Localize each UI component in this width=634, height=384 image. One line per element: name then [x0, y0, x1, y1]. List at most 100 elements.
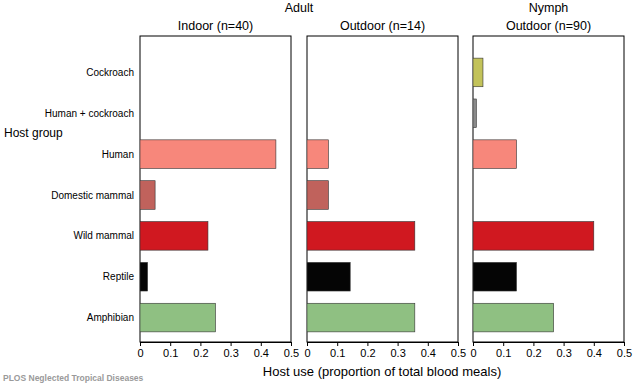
- panel-title: Outdoor (n=14): [340, 19, 425, 33]
- panel-frame: [307, 36, 458, 342]
- bar: [473, 222, 594, 251]
- stage-title: Nymph: [529, 1, 569, 15]
- bar: [473, 181, 474, 210]
- tick: 0.5: [451, 342, 466, 359]
- bar: [307, 181, 328, 210]
- y-axis: Cockroach Human + cockroach Human Domestic …: [45, 67, 135, 323]
- tick-label: 0.1: [496, 347, 511, 359]
- tick-label: 0: [137, 347, 143, 359]
- bar: [473, 140, 516, 169]
- tick: 0.2: [360, 342, 375, 359]
- x-axis: 0 0.1 0.2 0.3 0.4 0.5: [470, 342, 632, 359]
- category-label: Wild mammal: [73, 230, 134, 241]
- bar: [307, 262, 350, 291]
- bars: [307, 140, 415, 332]
- tick-label: 0.3: [556, 347, 571, 359]
- bar: [140, 222, 208, 251]
- tick: 0.3: [390, 342, 405, 359]
- category-label: Cockroach: [86, 67, 134, 78]
- bar: [140, 58, 141, 87]
- tick-label: 0.4: [587, 347, 602, 359]
- tick-label: 0: [470, 347, 476, 359]
- tick: 0: [137, 342, 143, 359]
- x-axis: 0 0.1 0.2 0.3 0.4 0.5: [137, 342, 299, 359]
- tick: 0: [470, 342, 476, 359]
- y-axis-title: Host group: [4, 126, 63, 140]
- bar: [140, 303, 216, 332]
- axis-line: [308, 343, 459, 347]
- tick-label: 0.2: [360, 347, 375, 359]
- tick-mark: [458, 342, 459, 346]
- tick: 0.1: [496, 342, 511, 359]
- tick-label: 0.3: [390, 347, 405, 359]
- tick-mark: [564, 342, 565, 346]
- tick-mark: [261, 342, 262, 346]
- bar: [307, 58, 308, 87]
- chart: 00.10.20.30.40.5Indoor (n=40)00.10.20.30…: [0, 0, 634, 384]
- bar: [307, 222, 415, 251]
- category-label: Human + cockroach: [45, 108, 134, 119]
- panel: [140, 36, 291, 342]
- panel-frame: [473, 36, 624, 342]
- bar: [140, 99, 141, 128]
- x-axis-title: Host use (proportion of total blood meal…: [263, 364, 501, 379]
- panel: [307, 36, 458, 342]
- bar: [473, 262, 516, 291]
- bar: [140, 262, 148, 291]
- tick-mark: [367, 342, 368, 346]
- tick: 0.3: [556, 342, 571, 359]
- panel: [473, 36, 624, 342]
- stage-title: Adult: [285, 1, 314, 15]
- category-label: Amphibian: [87, 312, 134, 323]
- tick-mark: [624, 342, 625, 346]
- tick: 0.4: [421, 342, 436, 359]
- tick: 0.5: [617, 342, 632, 359]
- axis-line: [141, 343, 292, 347]
- bar: [140, 181, 155, 210]
- tick-mark: [428, 342, 429, 346]
- tick-label: 0.1: [330, 347, 345, 359]
- tick: 0.5: [284, 342, 299, 359]
- bar: [473, 58, 483, 87]
- tick-mark: [307, 342, 308, 346]
- axis-line: [474, 343, 625, 347]
- tick: 0.4: [587, 342, 602, 359]
- bar: [473, 99, 476, 128]
- panel-title: Indoor (n=40): [178, 19, 253, 33]
- tick-label: 0.2: [526, 347, 541, 359]
- bar: [307, 140, 328, 169]
- tick-mark: [503, 342, 504, 346]
- tick-label: 0.3: [223, 347, 238, 359]
- tick-label: 0: [304, 347, 310, 359]
- tick: 0.1: [163, 342, 178, 359]
- tick-mark: [337, 342, 338, 346]
- tick-mark: [398, 342, 399, 346]
- bar: [140, 140, 276, 169]
- tick-mark: [291, 342, 292, 346]
- category-label: Human: [102, 149, 134, 160]
- tick-label: 0.5: [451, 347, 466, 359]
- category-label: Reptile: [103, 271, 135, 282]
- x-axis: 0 0.1 0.2 0.3 0.4 0.5: [304, 342, 466, 359]
- tick-label: 0.1: [163, 347, 178, 359]
- category-label: Domestic mammal: [51, 190, 134, 201]
- bar: [473, 303, 554, 332]
- tick-label: 0.4: [421, 347, 436, 359]
- panel-frame: [140, 36, 291, 342]
- tick: 0.3: [223, 342, 238, 359]
- tick-label: 0.4: [254, 347, 269, 359]
- tick: 0.2: [526, 342, 541, 359]
- bars: [473, 58, 594, 332]
- tick-label: 0.2: [193, 347, 208, 359]
- tick: 0.2: [193, 342, 208, 359]
- bar: [307, 303, 415, 332]
- tick-mark: [200, 342, 201, 346]
- tick: 0: [304, 342, 310, 359]
- tick-mark: [594, 342, 595, 346]
- tick-label: 0.5: [617, 347, 632, 359]
- tick-mark: [473, 342, 474, 346]
- tick-label: 0.5: [284, 347, 299, 359]
- tick-mark: [533, 342, 534, 346]
- tick: 0.4: [254, 342, 269, 359]
- credit: PLOS Neglected Tropical Diseases: [3, 373, 144, 383]
